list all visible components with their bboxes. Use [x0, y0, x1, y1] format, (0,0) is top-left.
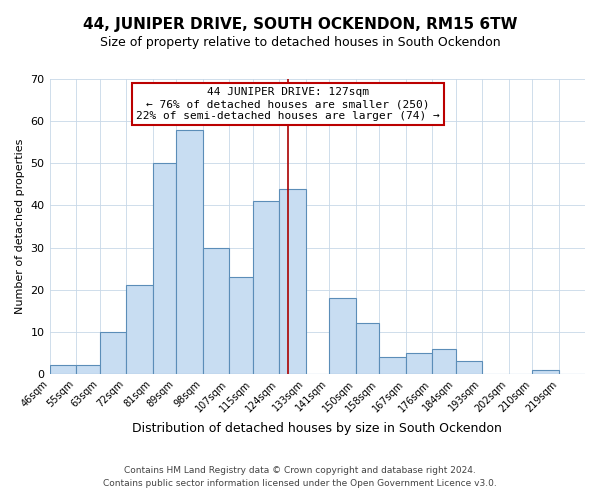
Bar	[203, 248, 229, 374]
Bar	[126, 286, 152, 374]
Bar	[329, 298, 356, 374]
Bar	[406, 353, 432, 374]
Bar	[76, 366, 100, 374]
X-axis label: Distribution of detached houses by size in South Ockendon: Distribution of detached houses by size …	[133, 422, 502, 435]
Bar	[532, 370, 559, 374]
Bar	[279, 188, 305, 374]
Y-axis label: Number of detached properties: Number of detached properties	[15, 139, 25, 314]
Bar	[229, 277, 253, 374]
Bar	[253, 201, 279, 374]
Bar	[379, 357, 406, 374]
Text: Size of property relative to detached houses in South Ockendon: Size of property relative to detached ho…	[100, 36, 500, 49]
Bar	[100, 332, 126, 374]
Text: 44 JUNIPER DRIVE: 127sqm
← 76% of detached houses are smaller (250)
22% of semi-: 44 JUNIPER DRIVE: 127sqm ← 76% of detach…	[136, 88, 440, 120]
Bar	[356, 324, 379, 374]
Bar	[50, 366, 76, 374]
Bar	[432, 348, 455, 374]
Text: Contains HM Land Registry data © Crown copyright and database right 2024.
Contai: Contains HM Land Registry data © Crown c…	[103, 466, 497, 487]
Bar	[455, 362, 482, 374]
Bar	[176, 130, 203, 374]
Bar	[152, 164, 176, 374]
Text: 44, JUNIPER DRIVE, SOUTH OCKENDON, RM15 6TW: 44, JUNIPER DRIVE, SOUTH OCKENDON, RM15 …	[83, 18, 517, 32]
